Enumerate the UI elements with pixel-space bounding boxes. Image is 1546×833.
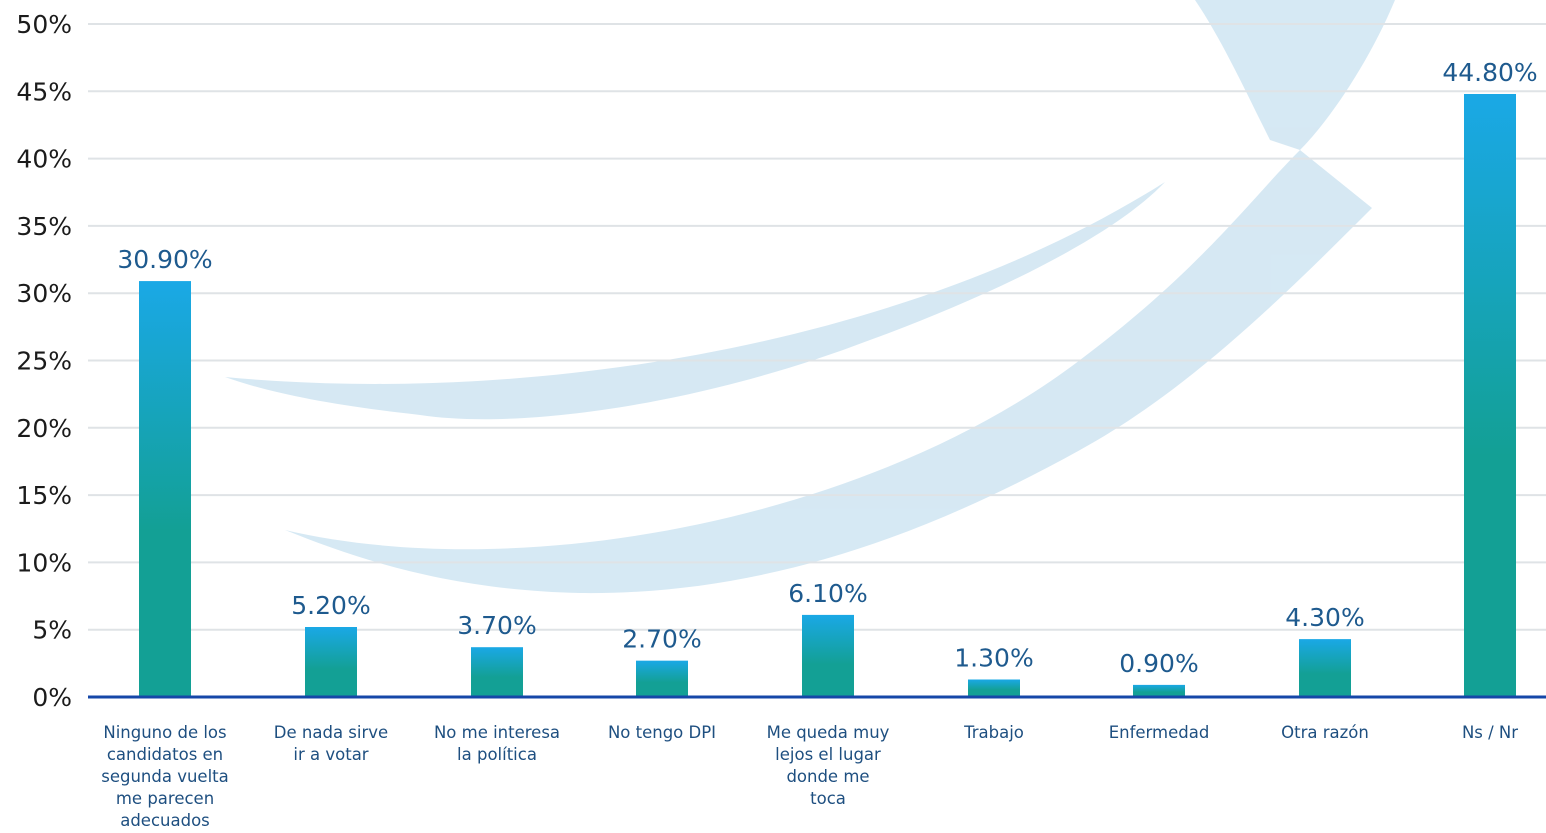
x-tick-label: Trabajo [963, 723, 1024, 742]
x-tick-label-line: No tengo DPI [608, 723, 716, 742]
x-tick-label: Ninguno de los candidatos en segunda vuelt… [101, 723, 229, 829]
value-labels: 30.90% 5.20% 3.70% 2.70% 6.10% 1.30% 0.90% 4.30… [117, 58, 1537, 678]
y-tick-label: 15% [16, 481, 72, 510]
y-tick-label: 35% [16, 212, 72, 241]
x-tick-label-line: segunda vuelta [101, 767, 229, 786]
data-label: 4.30% [1285, 603, 1364, 632]
bar [636, 660, 688, 697]
x-tick-label-line: adecuados [120, 811, 210, 829]
x-tick-label-line: Ninguno de los [103, 723, 226, 742]
y-tick-label: 25% [16, 347, 72, 376]
x-tick-label-line: candidatos en [107, 745, 223, 764]
x-tick-label-line: Otra razón [1281, 723, 1369, 742]
x-tick-label-line: Trabajo [963, 723, 1024, 742]
x-tick-label-line: donde me [786, 767, 869, 786]
x-tick-label: De nada sirve ir a votar [274, 723, 388, 764]
bar [471, 647, 523, 697]
x-tick-label-line: toca [810, 789, 846, 808]
data-label: 0.90% [1119, 649, 1198, 678]
y-tick-label: 50% [16, 10, 72, 39]
x-tick-label: Enfermedad [1109, 723, 1210, 742]
data-label: 3.70% [457, 611, 536, 640]
data-label: 2.70% [622, 625, 701, 654]
y-tick-label: 5% [32, 616, 72, 645]
bar [305, 627, 357, 697]
y-tick-label: 10% [16, 548, 72, 577]
bar [1464, 93, 1516, 697]
y-tick-label: 20% [16, 414, 72, 443]
data-label: 6.10% [788, 579, 867, 608]
swoosh-upper-band [1195, 0, 1395, 150]
y-tick-label: 40% [16, 145, 72, 174]
bar [1133, 684, 1185, 697]
gridlines [88, 23, 1546, 631]
data-label: 30.90% [117, 245, 212, 274]
category-labels: Ninguno de los candidatos en segunda vuelt… [101, 723, 1518, 830]
x-tick-label: No me interesa la política [434, 723, 560, 764]
background-swoosh [225, 0, 1395, 594]
swoosh-lower-band [285, 150, 1372, 594]
y-tick-label: 45% [16, 77, 72, 106]
x-tick-label-line: Enfermedad [1109, 723, 1210, 742]
y-axis-ticks: 0% 5% 10% 15% 20% 25% 30% 35% 40% 45% 50% [16, 10, 72, 712]
bar [1299, 639, 1351, 697]
x-tick-label: No tengo DPI [608, 723, 716, 742]
bar [802, 614, 854, 697]
x-tick-label-line: la política [457, 745, 537, 764]
x-tick-label-line: De nada sirve [274, 723, 388, 742]
x-tick-label-line: No me interesa [434, 723, 560, 742]
data-label: 5.20% [291, 591, 370, 620]
x-tick-label: Me queda muy lejos el lugar donde me toca [767, 723, 890, 808]
x-tick-label-line: ir a votar [293, 745, 368, 764]
y-tick-label: 30% [16, 279, 72, 308]
x-tick-label-line: Me queda muy [767, 723, 890, 742]
bar [139, 281, 191, 697]
data-label: 44.80% [1442, 58, 1537, 87]
x-tick-label: Ns / Nr [1462, 723, 1518, 742]
y-tick-label: 0% [32, 683, 72, 712]
bar [968, 679, 1020, 697]
x-tick-label-line: lejos el lugar [775, 745, 881, 764]
x-tick-label: Otra razón [1281, 723, 1369, 742]
bars [139, 93, 1516, 697]
data-label: 1.30% [954, 644, 1033, 673]
x-tick-label-line: Ns / Nr [1462, 723, 1518, 742]
swoosh-middle-band [225, 182, 1165, 420]
x-tick-label-line: me parecen [116, 789, 214, 808]
